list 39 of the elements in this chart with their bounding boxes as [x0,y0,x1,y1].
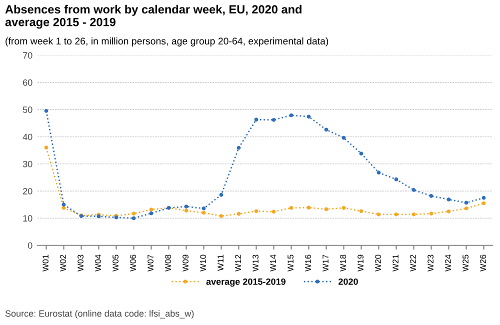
source-note: Source: Eurostat (online data code: lfsi_abs_w) [5,310,194,318]
x-tick-label: W07 [148,254,154,272]
x-tick-label: W03 [78,254,84,272]
x-tick-label: W15 [288,254,294,272]
x-tick-label: W16 [305,254,311,272]
x-tick-label: W26 [480,254,486,272]
x-tick-label: W08 [165,254,171,272]
y-tick-label: 10 [23,215,32,222]
y-tick-label: 30 [22,160,32,168]
x-tick-label: W09 [182,254,188,272]
x-tick-label: W10 [200,254,206,272]
chart-subtitle: (from week 1 to 26, in million persons, age group 20-64, experimental data) [6,37,328,46]
x-tick-label: W20 [375,254,381,272]
x-tick-label: W02 [60,254,66,272]
y-tick-label: 70 [23,52,32,59]
x-tick-label: W21 [392,254,398,272]
x-tick-label: W23 [428,254,434,272]
y-tick-label: 60 [23,79,32,86]
x-tick-label: W06 [130,254,136,272]
x-tick-label: W17 [322,254,328,272]
x-tick-label: W05 [112,254,118,272]
x-tick-label: W25 [462,254,468,272]
x-tick-label: W01 [42,254,48,272]
x-tick-label: W11 [218,254,224,271]
x-tick-label: W13 [252,254,258,272]
y-tick-label: 40 [22,134,32,140]
chart-title: Absences from work by calendar week, EU, 2020 and average 2015 - 2019 [5,4,302,29]
x-tick-label: W18 [340,254,346,272]
x-tick-label: W19 [358,254,364,272]
y-tick-label: 20 [23,188,32,194]
y-tick-label: 50 [22,106,32,113]
x-tick-label: W12 [235,254,241,272]
x-tick-label: W22 [410,254,416,272]
legend-label: 2020 [338,278,358,285]
legend-label: average 2015-2019 [206,278,286,287]
x-tick-label: W24 [445,254,451,272]
x-tick-label: W14 [270,254,276,272]
y-tick-label: 0 [28,242,32,249]
x-tick-label: W04 [95,254,101,272]
